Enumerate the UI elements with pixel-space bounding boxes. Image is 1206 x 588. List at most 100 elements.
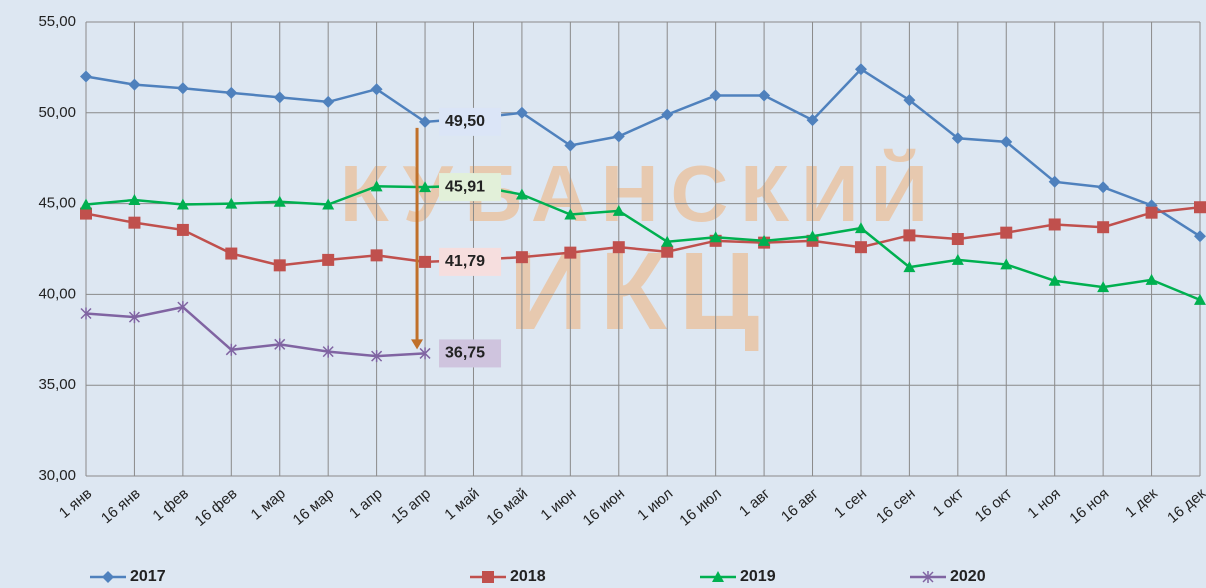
marker [80, 307, 92, 320]
x-tick-label: 1 июн [538, 485, 580, 524]
x-tick-label: 1 апр [346, 485, 386, 522]
marker [922, 571, 934, 583]
marker [903, 261, 916, 273]
marker [80, 70, 92, 83]
marker [371, 350, 383, 363]
marker [370, 83, 383, 96]
x-tick-label: 1 окт [930, 485, 967, 520]
y-tick-label: 40,00 [38, 285, 76, 302]
marker [225, 197, 238, 209]
marker [515, 188, 528, 200]
x-tick-label: 16 май [483, 485, 531, 529]
marker [1194, 230, 1206, 243]
label-box [439, 339, 502, 368]
marker [1145, 273, 1158, 285]
marker [612, 130, 625, 143]
legend-label: 2020 [950, 568, 986, 585]
marker [709, 89, 722, 102]
y-tick-label: 30,00 [38, 467, 76, 484]
y-tick-label: 45,00 [38, 195, 76, 212]
marker [758, 234, 771, 246]
legend-label: 2019 [740, 568, 776, 585]
x-tick-label: 1 июл [634, 485, 676, 524]
marker [806, 230, 819, 242]
marker [564, 139, 577, 152]
marker [854, 222, 867, 234]
label-box [439, 247, 502, 276]
data-label: 49,50 [445, 113, 485, 130]
marker [564, 246, 577, 259]
marker [370, 249, 383, 262]
marker [661, 235, 674, 247]
marker [854, 63, 867, 76]
x-tick-label: 16 июл [676, 485, 724, 529]
marker [903, 229, 916, 242]
marker [225, 247, 238, 260]
arrow-head [411, 339, 424, 350]
y-tick-label: 55,00 [38, 13, 76, 30]
x-tick-label: 1 авг [736, 485, 774, 520]
marker [712, 571, 724, 582]
marker [273, 91, 286, 104]
marker [1000, 135, 1013, 148]
x-tick-label: 15 апр [388, 485, 434, 527]
marker [1048, 175, 1061, 188]
x-tick-label: 1 сен [831, 485, 870, 522]
x-tick-label: 16 ноя [1066, 485, 1112, 527]
x-tick-label: 16 дек [1164, 485, 1206, 527]
marker [102, 571, 114, 583]
marker [419, 181, 432, 193]
series-line [85, 205, 1201, 267]
y-tick-label: 35,00 [38, 376, 76, 393]
data-label: 36,75 [445, 345, 485, 362]
marker [322, 253, 335, 266]
label-box [439, 173, 502, 202]
watermark: КУБАНСКИЙ [340, 148, 940, 238]
marker [1000, 226, 1013, 239]
marker [1097, 181, 1110, 194]
x-tick-label: 16 мар [290, 485, 338, 529]
marker [1048, 274, 1061, 286]
marker [1145, 206, 1158, 219]
marker [661, 108, 674, 121]
marker [273, 259, 286, 272]
marker [1048, 218, 1061, 231]
marker [419, 115, 432, 128]
marker [806, 114, 819, 127]
marker [322, 198, 335, 210]
series-line [85, 67, 1201, 238]
series-line [85, 305, 426, 358]
x-tick-label: 16 авг [778, 485, 822, 526]
marker [225, 86, 238, 99]
marker [128, 78, 141, 91]
marker [128, 311, 140, 324]
marker [515, 106, 528, 119]
data-label: 41,79 [445, 253, 485, 270]
x-tick-label: 1 дек [1122, 485, 1161, 522]
marker [176, 198, 189, 210]
marker [564, 208, 577, 220]
x-tick-label: 1 фев [150, 485, 192, 525]
y-tick-label: 50,00 [38, 104, 76, 121]
legend-label: 2017 [130, 568, 166, 585]
marker [709, 231, 722, 243]
marker [419, 347, 431, 360]
marker [515, 251, 528, 264]
marker [273, 195, 286, 207]
marker [482, 571, 494, 583]
marker [322, 345, 334, 358]
marker [612, 241, 625, 254]
marker [176, 223, 189, 236]
marker [612, 204, 625, 216]
marker [274, 338, 286, 351]
x-tick-label: 16 янв [98, 485, 144, 527]
marker [1194, 201, 1206, 214]
x-tick-label: 16 фев [192, 485, 241, 530]
x-tick-label: 16 сен [873, 485, 918, 527]
data-label: 45,91 [445, 178, 485, 195]
x-tick-label: 16 июн [580, 485, 628, 529]
x-tick-label: 1 май [441, 485, 482, 523]
label-box [439, 107, 502, 136]
marker [80, 207, 92, 220]
marker [1097, 281, 1110, 293]
